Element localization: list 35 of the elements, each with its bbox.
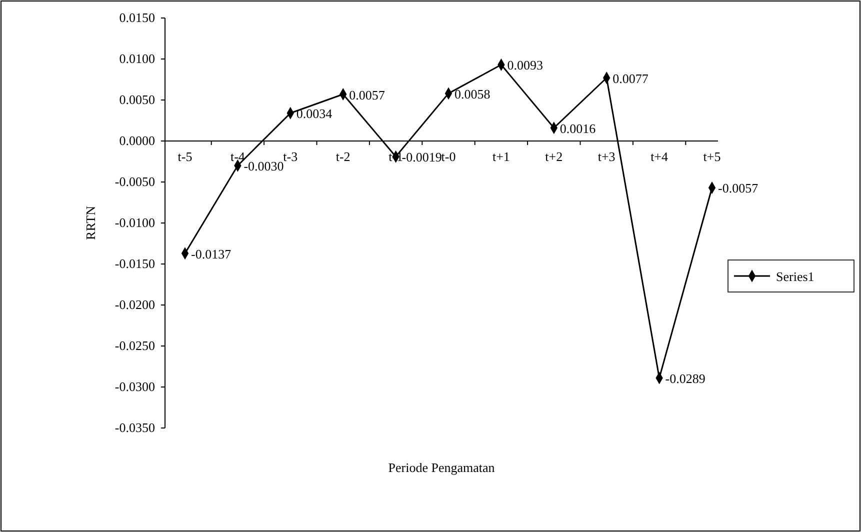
y-tick-label: 0.0000	[119, 133, 155, 148]
data-label: -0.0289	[665, 370, 706, 386]
x-tick-label: t+5	[703, 149, 721, 164]
data-label: -0.0019	[402, 150, 442, 165]
data-label: 0.0058	[454, 86, 490, 102]
data-label: 0.0034	[296, 106, 333, 122]
x-tick-label: t+1	[492, 149, 510, 164]
x-tick-label: t-0	[441, 149, 456, 164]
x-tick-label: t+4	[650, 149, 669, 164]
data-label: -0.0137	[191, 246, 232, 262]
y-tick-label: -0.0100	[114, 215, 155, 230]
data-label: 0.0057	[349, 87, 386, 102]
data-label: 0.0077	[612, 70, 649, 86]
x-tick-label: t-2	[336, 149, 350, 164]
y-tick-label: -0.0350	[114, 420, 155, 435]
data-label: -0.0057	[718, 180, 759, 196]
x-tick-label: t+2	[545, 149, 563, 164]
legend-label: Series1	[776, 269, 814, 284]
y-tick-label: -0.0200	[114, 297, 155, 312]
data-label: -0.0030	[244, 158, 284, 174]
y-tick-label: 0.0100	[119, 51, 155, 66]
y-tick-label: -0.0250	[114, 338, 155, 353]
y-tick-label: -0.0050	[114, 174, 155, 189]
y-tick-label: -0.0150	[114, 256, 155, 271]
data-label: 0.0093	[507, 58, 543, 73]
x-tick-label: t-4	[230, 149, 246, 164]
y-tick-label: 0.0050	[119, 92, 155, 107]
x-tick-label: t-5	[178, 149, 192, 164]
y-tick-label: -0.0300	[114, 379, 155, 394]
x-tick-label: t-3	[283, 149, 298, 164]
x-tick-label: t+3	[598, 149, 616, 164]
x-axis-title: Periode Pengamatan	[388, 460, 496, 475]
y-tick-label: 0.0150	[119, 10, 155, 25]
y-axis-title: RRTN	[83, 205, 98, 240]
data-label: 0.0016	[560, 120, 596, 136]
